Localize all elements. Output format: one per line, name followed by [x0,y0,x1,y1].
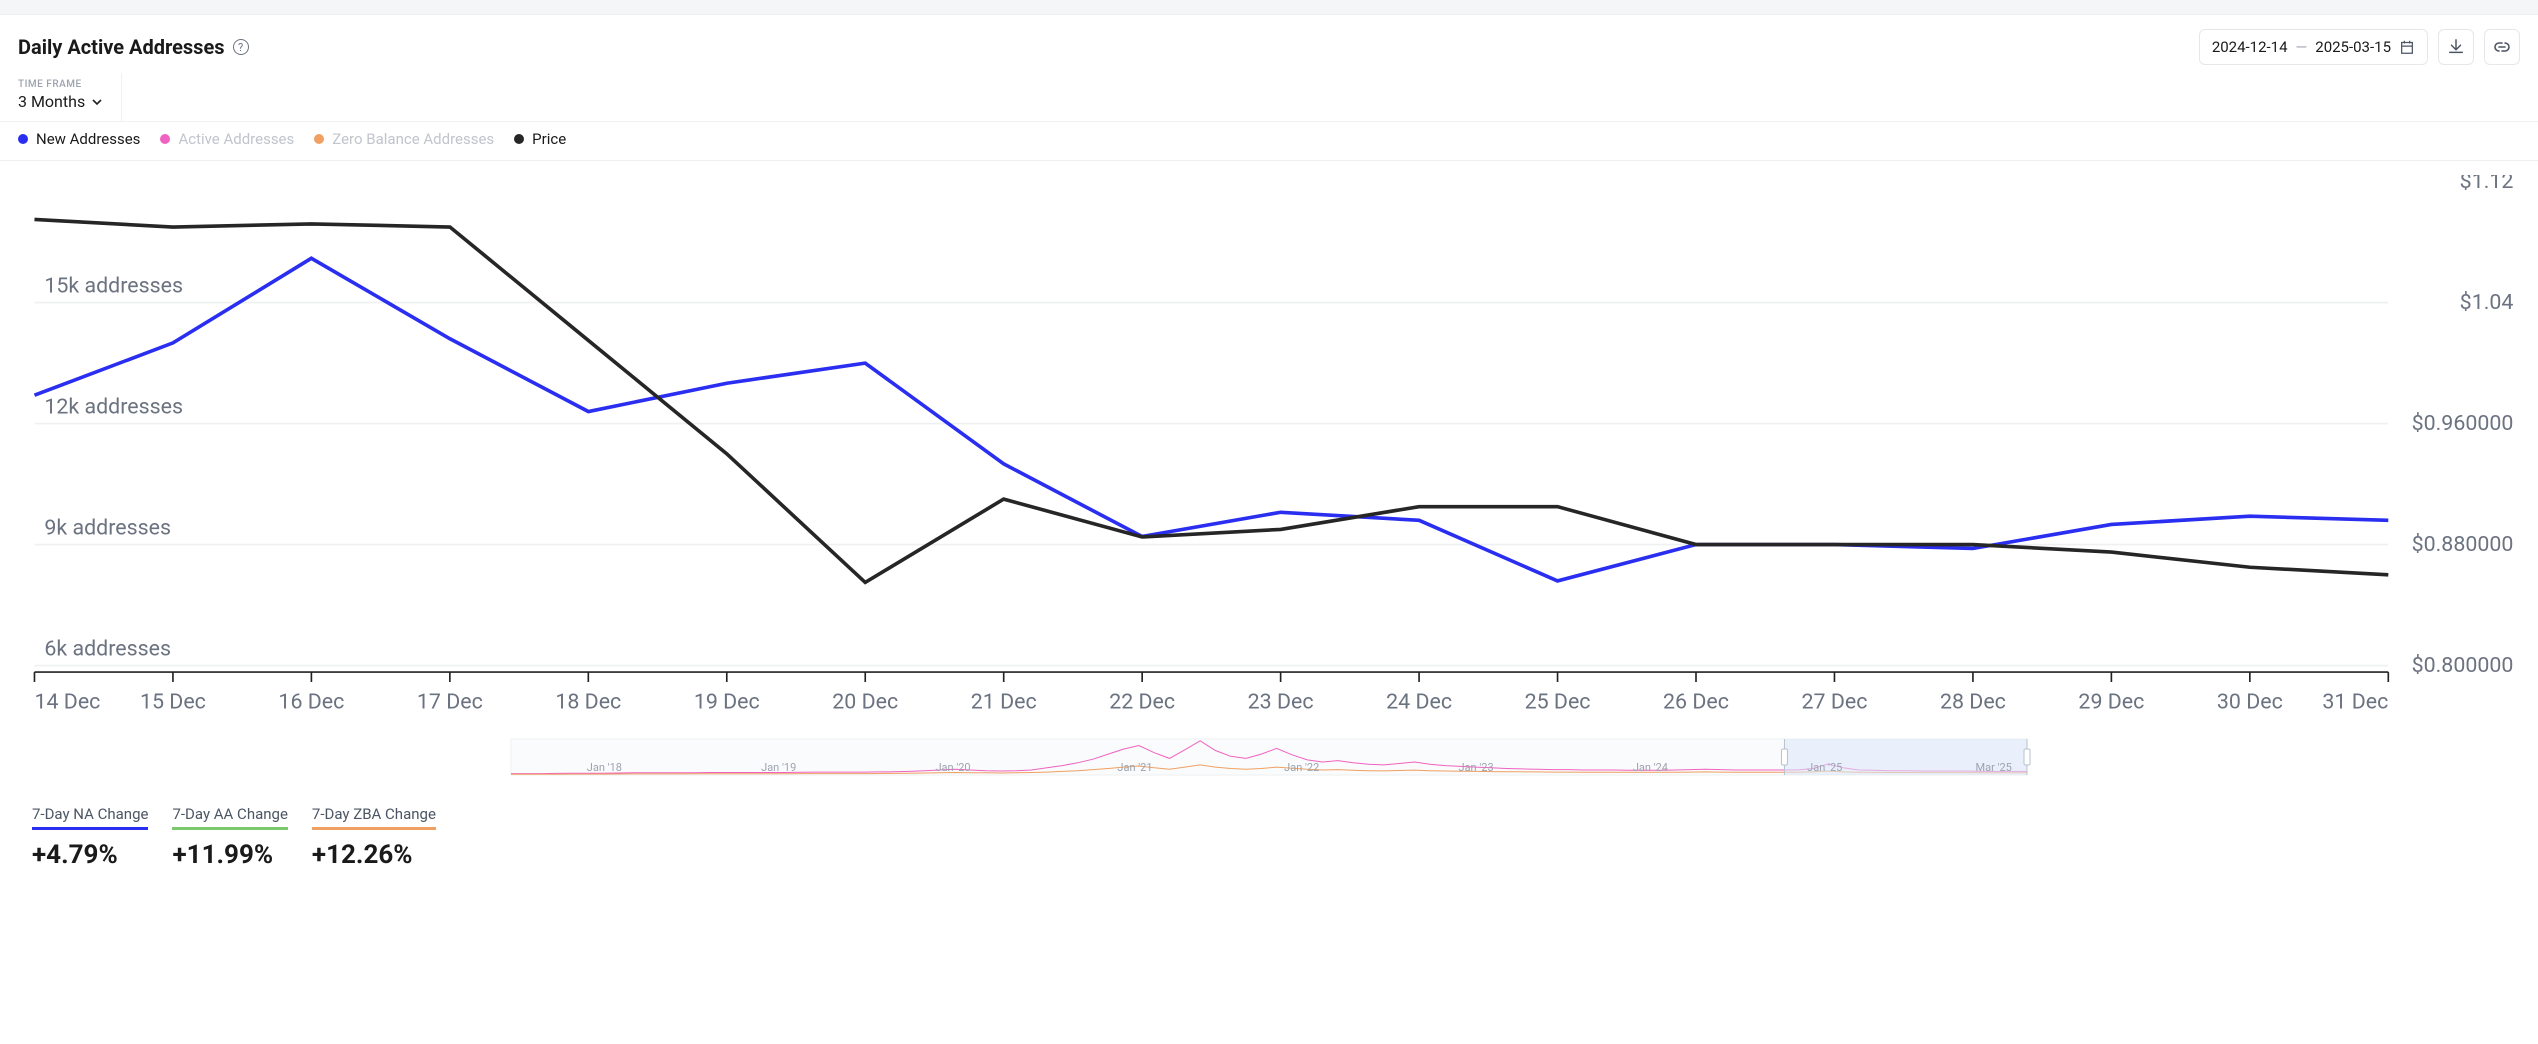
svg-text:12k addresses: 12k addresses [44,395,183,420]
svg-text:$1.12: $1.12 [2460,175,2514,194]
stat-block-0: 7-Day NA Change +4.79% [32,805,148,870]
svg-text:18 Dec: 18 Dec [555,689,621,714]
header-row: Daily Active Addresses ? 2024-12-14 — 20… [0,15,2538,73]
svg-text:6k addresses: 6k addresses [44,637,171,662]
svg-text:28 Dec: 28 Dec [1940,689,2006,714]
svg-text:23 Dec: 23 Dec [1248,689,1314,714]
svg-text:25 Dec: 25 Dec [1525,689,1591,714]
timeframe-value: 3 Months [18,92,85,111]
date-range-picker[interactable]: 2024-12-14 — 2025-03-15 [2199,29,2428,65]
brush-handle-right[interactable] [2024,749,2030,765]
svg-text:9k addresses: 9k addresses [44,516,171,541]
svg-text:Jan '20: Jan '20 [935,761,970,774]
download-icon [2447,38,2465,56]
stat-label: 7-Day NA Change [32,805,148,830]
svg-text:Jan '18: Jan '18 [587,761,622,774]
svg-text:$1.04: $1.04 [2460,290,2514,315]
svg-text:$0.960000: $0.960000 [2412,411,2514,436]
page-title: Daily Active Addresses [18,35,225,59]
date-sep: — [2296,38,2308,56]
svg-text:22 Dec: 22 Dec [1109,689,1175,714]
svg-text:21 Dec: 21 Dec [971,689,1037,714]
svg-text:Jan '21: Jan '21 [1117,761,1152,774]
brush-svg[interactable]: Jan '18 Jan '19 Jan '20 Jan '21 Jan '22 Jan '… [18,737,2520,789]
svg-text:Jan '22: Jan '22 [1284,761,1319,774]
stat-block-2: 7-Day ZBA Change +12.26% [312,805,436,870]
legend-label: New Addresses [36,130,140,148]
legend: New Addresses Active Addresses Zero Balanc… [0,122,2538,161]
stat-label: 7-Day AA Change [172,805,287,830]
legend-dot-icon [314,134,324,144]
legend-item-zero[interactable]: Zero Balance Addresses [314,130,494,148]
legend-dot-icon [160,134,170,144]
stat-value: +11.99% [172,840,287,870]
stat-label: 7-Day ZBA Change [312,805,436,830]
svg-text:Jan '19: Jan '19 [761,761,796,774]
svg-text:$0.800000: $0.800000 [2412,653,2514,678]
svg-text:17 Dec: 17 Dec [417,689,483,714]
title-wrap: Daily Active Addresses ? [18,35,249,59]
share-link-button[interactable] [2484,29,2520,65]
svg-text:20 Dec: 20 Dec [832,689,898,714]
svg-text:30 Dec: 30 Dec [2217,689,2283,714]
date-from: 2024-12-14 [2212,38,2288,56]
svg-text:24 Dec: 24 Dec [1386,689,1452,714]
stat-value: +12.26% [312,840,436,870]
date-to: 2025-03-15 [2315,38,2391,56]
svg-text:31 Dec: 31 Dec [2322,689,2388,714]
legend-label: Price [532,130,566,148]
timeframe-label: TIME FRAME [18,79,103,90]
timeframe-block: TIME FRAME 3 Months [0,73,122,121]
download-button[interactable] [2438,29,2474,65]
calendar-icon [2399,39,2415,55]
top-strip [0,0,2538,15]
legend-dot-icon [514,134,524,144]
svg-text:$0.880000: $0.880000 [2412,532,2514,557]
svg-text:14 Dec: 14 Dec [34,689,100,714]
main-chart: 6k addresses 9k addresses 12k addresses 15k… [0,161,2538,731]
legend-label: Active Addresses [178,130,294,148]
legend-item-price[interactable]: Price [514,130,566,148]
svg-text:Mar '25: Mar '25 [1975,761,2011,774]
svg-text:15k addresses: 15k addresses [44,274,183,299]
help-icon[interactable]: ? [233,39,249,55]
svg-text:27 Dec: 27 Dec [1802,689,1868,714]
series-price [34,219,2388,582]
svg-text:19 Dec: 19 Dec [694,689,760,714]
svg-text:16 Dec: 16 Dec [278,689,344,714]
svg-text:Jan '23: Jan '23 [1459,761,1494,774]
range-brush: Jan '18 Jan '19 Jan '20 Jan '21 Jan '22 Jan '… [0,737,2538,789]
brush-handle-left[interactable] [1781,749,1787,765]
link-icon [2492,38,2512,56]
legend-label: Zero Balance Addresses [332,130,494,148]
stat-block-1: 7-Day AA Change +11.99% [172,805,287,870]
svg-text:Jan '24: Jan '24 [1633,761,1668,774]
chevron-down-icon [91,96,103,108]
legend-item-new[interactable]: New Addresses [18,130,140,148]
legend-item-active[interactable]: Active Addresses [160,130,294,148]
svg-text:26 Dec: 26 Dec [1663,689,1729,714]
svg-text:15 Dec: 15 Dec [140,689,206,714]
legend-dot-icon [18,134,28,144]
controls-row: TIME FRAME 3 Months [0,73,2538,122]
stats-row: 7-Day NA Change +4.79% 7-Day AA Change +11.… [0,789,2538,890]
svg-text:Jan '25: Jan '25 [1807,761,1842,774]
chart-svg[interactable]: 6k addresses 9k addresses 12k addresses 15k… [18,175,2520,731]
svg-text:29 Dec: 29 Dec [2078,689,2144,714]
timeframe-select[interactable]: 3 Months [18,92,103,111]
stat-value: +4.79% [32,840,148,870]
